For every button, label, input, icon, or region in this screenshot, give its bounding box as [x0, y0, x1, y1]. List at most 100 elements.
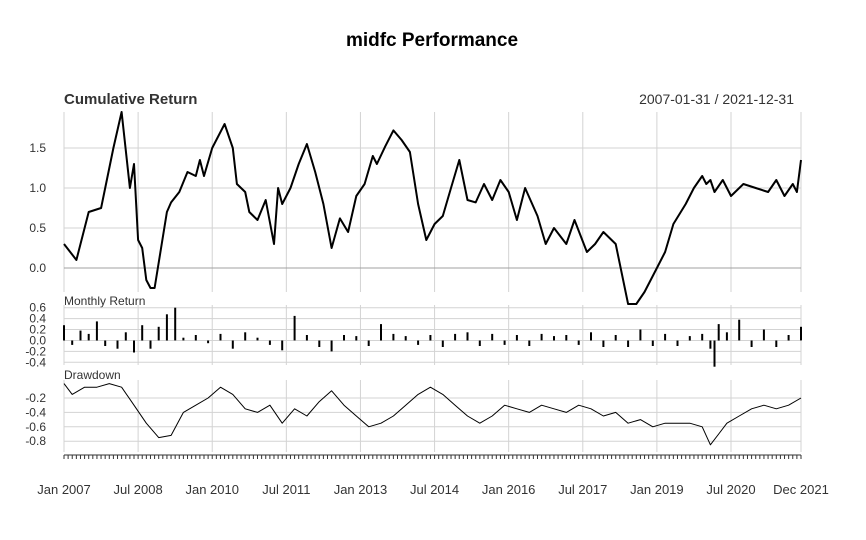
y-tick-label: -0.4	[25, 405, 46, 419]
monthly-return-bar	[540, 333, 543, 341]
drawdown-title: Drawdown	[64, 368, 121, 382]
monthly-return-bar	[651, 340, 654, 346]
monthly-return-bar	[725, 332, 728, 341]
series-line	[63, 383, 802, 446]
monthly-return-bar	[305, 335, 308, 341]
monthly-return-bar	[318, 340, 321, 347]
monthly-return-bar	[343, 335, 345, 341]
monthly-return-bar	[503, 340, 506, 345]
chart-title: midfc Performance	[346, 30, 518, 51]
monthly-return-bar	[466, 332, 469, 341]
monthly-return-bar	[713, 340, 716, 367]
monthly-return-bars	[63, 307, 802, 367]
monthly-return-bar	[454, 333, 457, 341]
cumulative-return-y-axis: 0.0 0.5 1.0 1.5	[29, 141, 46, 275]
x-tick-label: Jan 2019	[630, 482, 684, 497]
monthly-return-bar	[417, 340, 420, 345]
monthly-return-title: Monthly Return	[64, 294, 145, 308]
y-tick-label: -0.4	[25, 355, 46, 369]
monthly-return-bar	[116, 340, 119, 349]
monthly-return-bar	[750, 340, 753, 347]
x-tick-label: Jan 2007	[37, 482, 91, 497]
monthly-return-bar	[664, 333, 667, 341]
y-tick-label: 0.6	[29, 301, 46, 315]
cumulative-return-title: Cumulative Return	[64, 91, 197, 108]
monthly-return-bar	[355, 336, 358, 341]
y-tick-label: 0.0	[29, 333, 46, 347]
monthly-return-bar	[478, 340, 481, 346]
monthly-return-bar	[174, 307, 177, 341]
monthly-return-bar	[775, 340, 778, 347]
monthly-return-bar	[676, 340, 679, 346]
monthly-return-bar	[787, 335, 790, 341]
monthly-return-bar	[293, 315, 296, 341]
monthly-return-bar	[565, 335, 568, 341]
monthly-return-bar	[256, 337, 259, 341]
monthly-return-bar	[231, 340, 234, 349]
y-tick-label: -0.6	[25, 420, 46, 434]
monthly-return-bar	[602, 340, 605, 347]
series-line	[63, 111, 802, 305]
monthly-return-bar	[165, 314, 168, 341]
monthly-return-bar	[141, 325, 144, 341]
y-tick-label: 0.5	[29, 221, 46, 235]
monthly-return-bar	[688, 336, 691, 341]
monthly-return-bar	[79, 330, 82, 341]
monthly-return-bar	[800, 326, 802, 341]
monthly-return-bar	[441, 340, 444, 347]
y-tick-label: -0.2	[25, 391, 46, 405]
monthly-return-bar	[149, 340, 152, 349]
monthly-return-y-axis: -0.4-0.20.00.20.40.6	[25, 301, 46, 370]
monthly-return-bar	[577, 340, 580, 345]
monthly-return-bar	[590, 332, 592, 341]
x-tick-label: Jul 2014	[410, 482, 459, 497]
drawdown-grid	[63, 380, 802, 452]
monthly-return-bar	[133, 340, 135, 353]
y-tick-label: -0.8	[25, 434, 46, 448]
date-range-label: 2007-01-31 / 2021-12-31	[639, 91, 794, 107]
monthly-return-bar	[330, 340, 333, 352]
x-tick-label: Jan 2016	[482, 482, 536, 497]
y-tick-label: 0.2	[29, 323, 46, 337]
monthly-return-bar	[639, 329, 642, 341]
monthly-return-bar	[182, 337, 185, 341]
monthly-return-bar	[717, 324, 720, 341]
x-tick-label: Jan 2010	[185, 482, 239, 497]
monthly-return-bar	[380, 324, 382, 341]
monthly-return-bar	[244, 332, 247, 341]
monthly-return-bar	[627, 340, 630, 347]
monthly-return-bar	[392, 333, 395, 341]
drawdown-series	[63, 383, 802, 446]
monthly-return-bar	[124, 332, 127, 341]
monthly-return-bar	[157, 326, 160, 341]
monthly-return-bar	[268, 340, 271, 345]
drawdown-panel: Drawdown -0.2-0.4-0.6-0.8	[25, 368, 802, 452]
monthly-return-bar	[701, 333, 704, 341]
y-tick-label: 1.5	[29, 141, 46, 155]
y-tick-label: 1.0	[29, 181, 46, 195]
monthly-return-bar	[207, 340, 210, 344]
monthly-return-bar	[429, 335, 432, 341]
monthly-return-bar	[553, 336, 555, 341]
monthly-return-bar	[104, 340, 107, 346]
drawdown-y-axis: -0.2-0.4-0.6-0.8	[25, 391, 46, 448]
monthly-return-bar	[762, 329, 765, 341]
x-tick-label: Jan 2013	[334, 482, 388, 497]
cumulative-return-panel: Cumulative Return 2007-01-31 / 2021-12-3…	[29, 91, 802, 305]
cumulative-return-series	[63, 111, 802, 305]
monthly-return-bar	[219, 333, 222, 341]
monthly-return-bar	[194, 335, 197, 341]
monthly-return-bar	[367, 340, 370, 346]
monthly-return-bar	[63, 325, 65, 341]
monthly-return-bar	[491, 333, 494, 341]
y-tick-label: -0.2	[25, 344, 46, 358]
cumulative-return-grid	[63, 112, 802, 292]
monthly-return-bar	[738, 319, 741, 341]
monthly-return-bar	[515, 335, 518, 341]
x-tick-label: Jul 2008	[114, 482, 163, 497]
x-tick-label: Dec 2021	[773, 482, 829, 497]
y-tick-label: 0.4	[29, 312, 46, 326]
monthly-return-grid	[63, 305, 802, 365]
monthly-return-bar	[404, 336, 407, 341]
